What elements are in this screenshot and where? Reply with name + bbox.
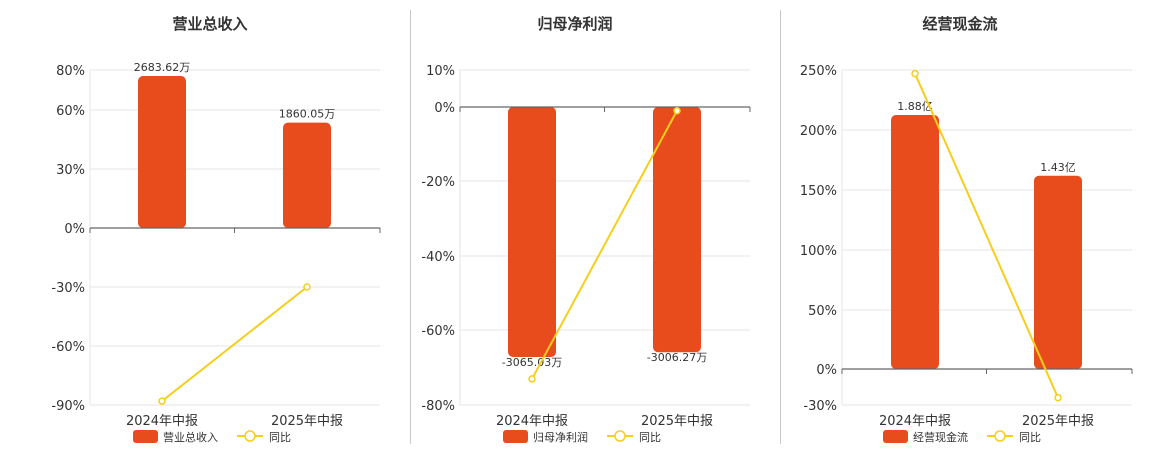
legend-bar-swatch: [883, 430, 908, 443]
cash-flow-chart-svg: 经营现金流 250% 200% 150% 100% 50% 0% -30% 1.88亿 1.43亿…: [800, 15, 1133, 444]
legend-line-marker: [244, 430, 256, 442]
bar-data-label: -3065.03万: [502, 356, 562, 369]
legend-line-label: 同比: [1019, 431, 1041, 444]
y-tick-label: 250%: [800, 64, 837, 79]
panel-divider: [780, 10, 781, 444]
y-tick-label: 0%: [816, 363, 837, 378]
yoy-point: [528, 375, 536, 383]
y-tick-label: 100%: [800, 244, 837, 259]
yoy-point: [303, 283, 311, 291]
legend-line-marker: [614, 430, 626, 442]
y-tick-label: 200%: [800, 124, 837, 139]
x-tick-label: 2024年中报: [496, 414, 568, 429]
y-tick-label: -60%: [51, 340, 85, 355]
yoy-line: [531, 110, 678, 380]
y-tick-label: 0%: [64, 222, 85, 237]
bar-data-label: 1860.05万: [279, 108, 336, 121]
bar: [283, 122, 331, 228]
y-tick-label: 10%: [426, 64, 455, 79]
yoy-line: [914, 73, 1059, 399]
legend-bar-label: 营业总收入: [163, 430, 218, 444]
y-tick-label: 60%: [56, 104, 85, 119]
bar: [653, 107, 701, 353]
yoy-line: [161, 286, 308, 402]
revenue-chart-svg: 营业总收入 80% 60% 30% 0% -30% -60% -90% 2683.62万 1860…: [51, 15, 381, 444]
yoy-point: [911, 69, 919, 78]
y-tick-label: 0%: [434, 101, 455, 116]
yoy-point: [1054, 393, 1062, 402]
chart-title: 经营现金流: [922, 15, 997, 33]
legend-bar-swatch: [503, 430, 528, 443]
revenue-chart: 营业总收入 80% 60% 30% 0% -30% -60% -90% 2683.62万 1860…: [0, 0, 400, 450]
y-tick-label: 30%: [56, 163, 85, 178]
net-profit-chart-svg: 归母净利润 10% 0% -20% -40% -60% -80% -3065.03万 -3006…: [421, 15, 751, 444]
y-tick-label: -40%: [421, 250, 455, 265]
cash-flow-chart: 经营现金流 250% 200% 150% 100% 50% 0% -30% 1.88亿 1.43亿…: [770, 0, 1160, 450]
bar: [1034, 175, 1082, 369]
legend-bar-label: 归母净利润: [533, 430, 588, 444]
y-tick-label: 50%: [808, 304, 837, 319]
chart-title: 归母净利润: [537, 15, 612, 33]
legend-line-label: 同比: [639, 431, 661, 444]
bar-data-label: -3006.27万: [647, 351, 707, 364]
yoy-point: [158, 397, 166, 405]
y-tick-label: 150%: [800, 184, 837, 199]
y-tick-label: 80%: [56, 64, 85, 79]
x-tick-label: 2024年中报: [879, 414, 951, 429]
x-tick-label: 2024年中报: [126, 414, 198, 429]
y-tick-label: -20%: [421, 175, 455, 190]
x-tick-label: 2025年中报: [641, 414, 713, 429]
legend-line-label: 同比: [269, 431, 291, 444]
bar-data-label: 2683.62万: [134, 61, 191, 74]
bar-data-label: 1.43亿: [1040, 161, 1076, 174]
y-tick-label: -30%: [803, 399, 837, 414]
y-tick-label: -90%: [51, 399, 85, 414]
bar: [508, 107, 556, 357]
legend-bar-label: 经营现金流: [913, 430, 968, 444]
y-tick-label: -80%: [421, 399, 455, 414]
bar: [138, 76, 186, 228]
x-tick-label: 2025年中报: [271, 414, 343, 429]
legend-line-marker: [994, 430, 1006, 442]
bar-data-label: 1.88亿: [897, 100, 933, 113]
net-profit-chart: 归母净利润 10% 0% -20% -40% -60% -80% -3065.03万 -3006…: [390, 0, 770, 450]
panel-divider: [410, 10, 411, 444]
bar: [891, 115, 939, 369]
chart-title: 营业总收入: [172, 15, 247, 33]
y-tick-label: -60%: [421, 324, 455, 339]
y-tick-label: -30%: [51, 281, 85, 296]
yoy-point: [673, 106, 681, 115]
x-tick-label: 2025年中报: [1022, 414, 1094, 429]
legend-bar-swatch: [133, 430, 158, 443]
